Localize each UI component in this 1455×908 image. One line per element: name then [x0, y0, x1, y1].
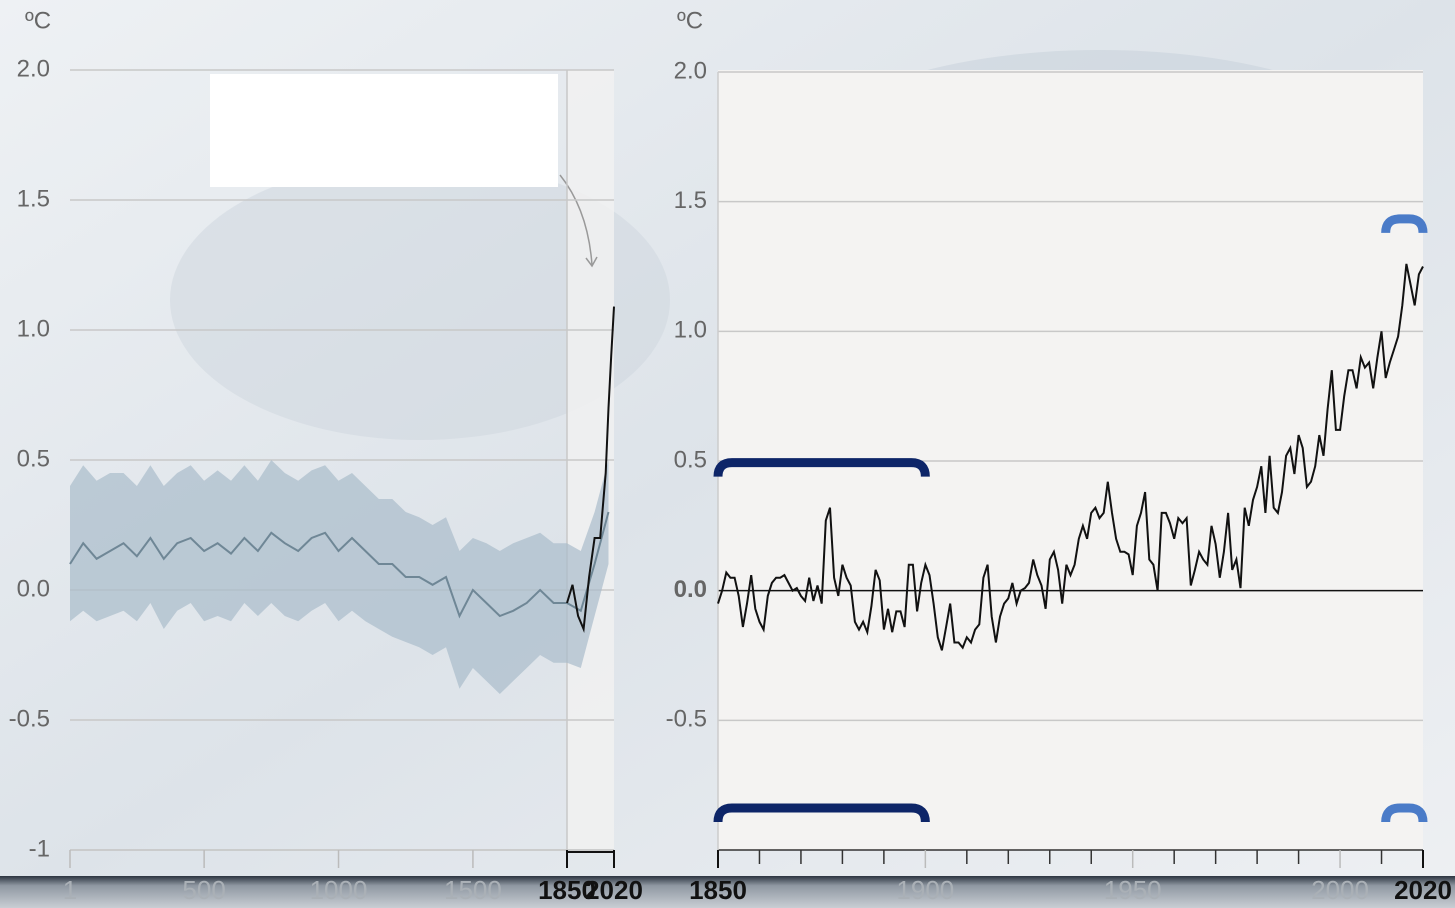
x-tick-label: 1 [63, 875, 77, 905]
x-tick-label: 1900 [896, 875, 954, 905]
label-box [210, 74, 558, 187]
x-tick-label: 1950 [1104, 875, 1162, 905]
y-unit: ºC [25, 7, 51, 34]
x-tick-label: 2020 [585, 875, 643, 905]
y-tick-label: -1 [29, 835, 50, 862]
chart: ºC ºC -1-0.50.00.51.01.52.01500100015001… [0, 0, 1455, 908]
y-tick-label: 1.0 [674, 317, 707, 344]
y-tick-label: -0.5 [666, 706, 707, 733]
x-tick-label: 1000 [310, 875, 368, 905]
y-tick-label: 0.0 [17, 575, 50, 602]
y-tick-label: 2.0 [674, 57, 707, 84]
y-unit: ºC [677, 7, 703, 34]
y-tick-label: 2.0 [17, 55, 50, 82]
x-tick-label: 500 [182, 875, 225, 905]
x-tick-label: 2000 [1311, 875, 1369, 905]
page: ºC ºC -1-0.50.00.51.01.52.01500100015001… [0, 0, 1455, 908]
y-tick-label: 0.5 [17, 445, 50, 472]
y-tick-label: 1.0 [17, 315, 50, 342]
y-tick-label: 0.5 [674, 446, 707, 473]
y-tick-label: -0.5 [9, 705, 50, 732]
y-tick-label: 0.0 [674, 576, 707, 603]
y-tick-label: 1.5 [17, 185, 50, 212]
x-tick-label: 1500 [444, 875, 502, 905]
x-tick-label: 1850 [689, 875, 747, 905]
x-tick-label: 2020 [1394, 875, 1452, 905]
y-tick-label: 1.5 [674, 187, 707, 214]
